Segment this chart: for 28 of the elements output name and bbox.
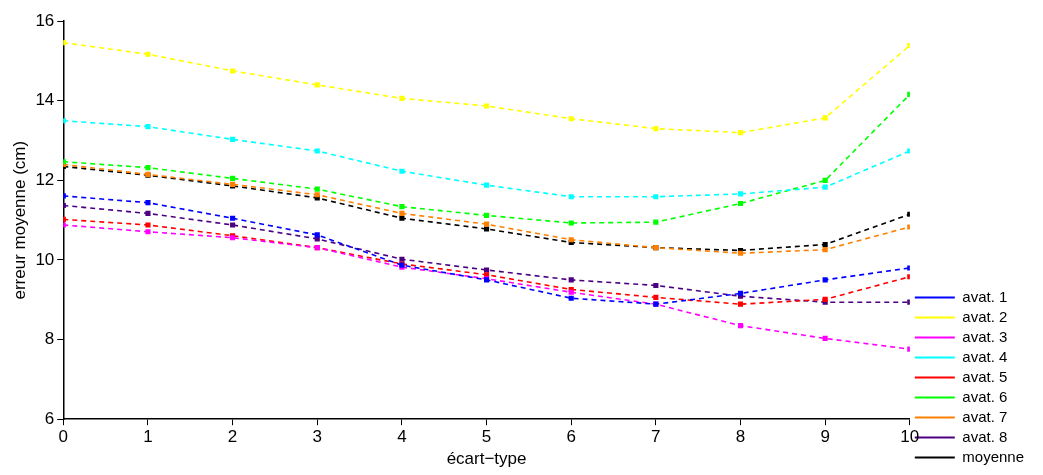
y-tick-label: 10 xyxy=(35,249,55,269)
y-tick-label: 16 xyxy=(35,10,55,30)
y-tick-label: 6 xyxy=(44,408,55,428)
legend-label: avat. 5 xyxy=(962,367,1008,385)
x-tick-label: 3 xyxy=(312,427,322,447)
x-tick-label: 4 xyxy=(397,427,407,447)
legend-label: avat. 4 xyxy=(962,347,1008,365)
y-tick-label: 12 xyxy=(35,170,55,190)
legend-label: avat. 2 xyxy=(962,307,1008,325)
x-tick-label: 2 xyxy=(227,427,238,447)
x-tick-label: 8 xyxy=(735,427,746,447)
x-tick-label: 9 xyxy=(820,427,830,447)
x-tick-label: 1 xyxy=(143,427,153,447)
x-tick-label: 6 xyxy=(566,427,576,447)
y-axis-title: erreur moyenne (cm) xyxy=(9,140,29,300)
x-tick-label: 5 xyxy=(481,427,492,447)
x-tick-label: 7 xyxy=(651,427,661,447)
legend-label: moyenne xyxy=(962,447,1025,465)
legend-label: avat. 1 xyxy=(962,287,1008,305)
x-tick-label: 10 xyxy=(900,427,920,447)
legend-label: avat. 3 xyxy=(962,327,1008,345)
y-tick-label: 14 xyxy=(35,90,55,110)
legend-label: avat. 8 xyxy=(962,427,1008,445)
x-axis-title: écart−type xyxy=(446,449,527,469)
x-tick-label: 0 xyxy=(58,427,69,447)
legend-label: avat. 7 xyxy=(962,407,1008,425)
y-tick-label: 8 xyxy=(44,329,55,349)
legend-label: avat. 6 xyxy=(962,387,1008,405)
